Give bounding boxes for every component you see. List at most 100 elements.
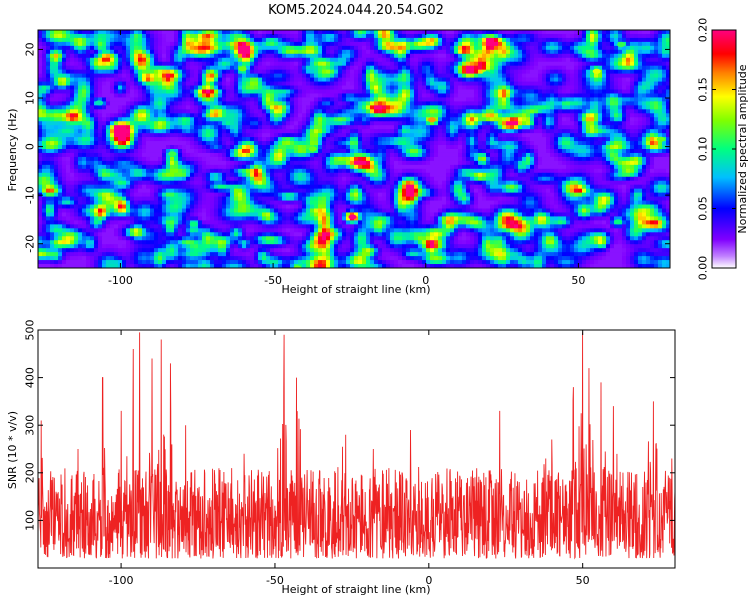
heatmap-cell xyxy=(230,125,235,130)
heatmap-cell xyxy=(206,57,211,63)
heatmap-cell xyxy=(398,125,403,130)
heatmap-cell xyxy=(182,97,187,102)
heatmap-cell xyxy=(250,133,255,138)
heatmap-cell xyxy=(326,93,331,98)
heatmap-cell xyxy=(194,113,199,118)
heatmap-cell xyxy=(182,109,187,114)
heatmap-cell xyxy=(214,61,219,67)
heatmap-cell xyxy=(446,81,451,86)
heatmap-cell xyxy=(234,109,239,114)
heatmap-cell xyxy=(418,117,423,122)
heatmap-cell xyxy=(590,137,595,142)
heatmap-cell xyxy=(202,113,207,118)
heatmap-cell xyxy=(446,85,451,90)
heatmap-cell xyxy=(158,149,163,154)
heatmap-cell xyxy=(66,41,71,47)
heatmap-cell xyxy=(662,49,667,55)
heatmap-cell xyxy=(642,105,647,110)
heatmap-cell xyxy=(214,57,219,63)
heatmap-cell xyxy=(210,49,215,55)
heatmap-cell xyxy=(102,41,107,47)
heatmap-cell xyxy=(274,69,279,75)
heatmap-cell xyxy=(382,121,387,126)
heatmap-cell xyxy=(634,85,639,90)
heatmap-cell xyxy=(198,41,203,47)
heatmap-cell xyxy=(366,125,371,130)
heatmap-cell xyxy=(90,93,95,98)
heatmap-cell xyxy=(438,113,443,118)
heatmap-cell xyxy=(186,152,191,158)
heatmap-cell xyxy=(98,89,103,94)
heatmap-cell xyxy=(522,65,527,71)
heatmap-cell xyxy=(238,30,243,35)
heatmap-cell xyxy=(542,121,547,126)
heatmap-cell xyxy=(74,57,79,63)
heatmap-cell xyxy=(630,133,635,138)
heatmap-cell xyxy=(278,30,283,35)
heatmap-cell xyxy=(390,37,395,43)
heatmap-cell xyxy=(190,129,195,134)
heatmap-cell xyxy=(610,117,615,122)
heatmap-cell xyxy=(642,121,647,126)
heatmap-cell xyxy=(566,65,571,71)
heatmap-cell xyxy=(506,41,511,47)
heatmap-cell xyxy=(362,145,367,150)
heatmap-cell xyxy=(406,85,411,90)
heatmap-cell xyxy=(530,97,535,102)
heatmap-cell xyxy=(186,89,191,94)
heatmap-cell xyxy=(586,145,591,150)
heatmap-cell xyxy=(238,145,243,150)
heatmap-cell xyxy=(46,57,51,63)
heatmap-cell xyxy=(350,93,355,98)
heatmap-cell xyxy=(470,125,475,130)
heatmap-cell xyxy=(270,109,275,114)
heatmap-cell xyxy=(134,33,139,39)
heatmap-cell xyxy=(254,152,259,158)
heatmap-cell xyxy=(318,33,323,39)
heatmap-cell xyxy=(146,152,151,158)
heatmap-cell xyxy=(430,65,435,71)
heatmap-cell xyxy=(82,149,87,154)
heatmap-cell xyxy=(254,105,259,110)
heatmap-cell xyxy=(250,65,255,71)
heatmap-cell xyxy=(618,121,623,126)
heatmap-cell xyxy=(590,30,595,35)
heatmap-cell xyxy=(562,33,567,39)
heatmap-cell xyxy=(302,89,307,94)
heatmap-cell xyxy=(194,145,199,150)
heatmap-cell xyxy=(46,65,51,71)
heatmap-cell xyxy=(426,137,431,142)
heatmap-cell xyxy=(190,61,195,67)
heatmap-cell xyxy=(90,125,95,130)
heatmap-cell xyxy=(330,129,335,134)
heatmap-cell xyxy=(70,33,75,39)
heatmap-cell xyxy=(454,69,459,75)
heatmap-cell xyxy=(630,30,635,35)
heatmap-cell xyxy=(454,145,459,150)
heatmap-cell xyxy=(514,49,519,55)
heatmap-cell xyxy=(262,69,267,75)
heatmap-cell xyxy=(354,141,359,146)
heatmap-cell xyxy=(226,49,231,55)
heatmap-cell xyxy=(638,85,643,90)
heatmap-cell xyxy=(138,49,143,55)
heatmap-cell xyxy=(290,65,295,71)
heatmap-cell xyxy=(406,105,411,110)
heatmap-cell xyxy=(546,145,551,150)
heatmap-cell xyxy=(82,61,87,67)
heatmap-cell xyxy=(354,73,359,78)
heatmap-cell xyxy=(582,61,587,67)
heatmap-cell xyxy=(290,93,295,98)
heatmap-cell xyxy=(278,33,283,39)
heatmap-cell xyxy=(38,93,43,98)
heatmap-cell xyxy=(54,30,59,35)
heatmap-cell xyxy=(530,53,535,59)
heatmap-cell xyxy=(210,37,215,43)
heatmap-cell xyxy=(582,117,587,122)
heatmap-cell xyxy=(174,152,179,158)
heatmap-cell xyxy=(574,57,579,63)
heatmap-cell xyxy=(266,33,271,39)
heatmap-cell xyxy=(62,101,67,106)
heatmap-cell xyxy=(458,141,463,146)
heatmap-cell xyxy=(442,113,447,118)
